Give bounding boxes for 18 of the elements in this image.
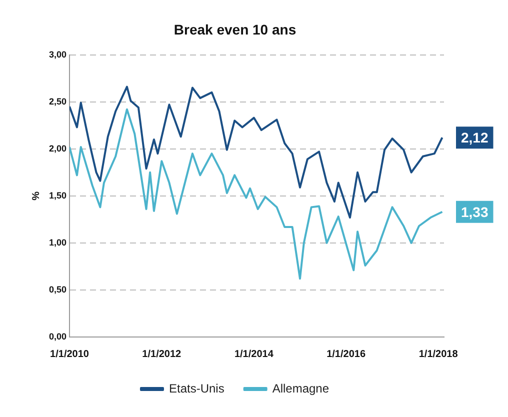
x-tick-label: 1/1/2010 bbox=[50, 348, 90, 360]
y-tick-label: 2,00 bbox=[48, 143, 67, 154]
legend-label: Etats-Unis bbox=[168, 381, 224, 396]
y-tick-label: 0,00 bbox=[48, 331, 67, 342]
data-label: 1,33 bbox=[461, 204, 488, 220]
y-tick-label: 3,00 bbox=[48, 49, 67, 60]
y-tick-label: 1,00 bbox=[48, 237, 67, 248]
x-tick-label: 1/1/2014 bbox=[234, 348, 274, 360]
x-tick-label: 1/1/2012 bbox=[142, 348, 182, 360]
y-tick-label: 0,50 bbox=[48, 284, 67, 294]
x-tick-label: 1/1/2018 bbox=[418, 348, 458, 360]
y-tick-label: 2,50 bbox=[48, 96, 67, 106]
chart-title: Break even 10 ans bbox=[174, 21, 296, 38]
data-label: 2,12 bbox=[461, 129, 488, 146]
y-tick-label: 1,50 bbox=[48, 190, 67, 200]
legend-label: Allemagne bbox=[272, 381, 330, 396]
x-tick-label: 1/1/2016 bbox=[326, 348, 366, 360]
y-axis-title: % bbox=[30, 191, 42, 200]
